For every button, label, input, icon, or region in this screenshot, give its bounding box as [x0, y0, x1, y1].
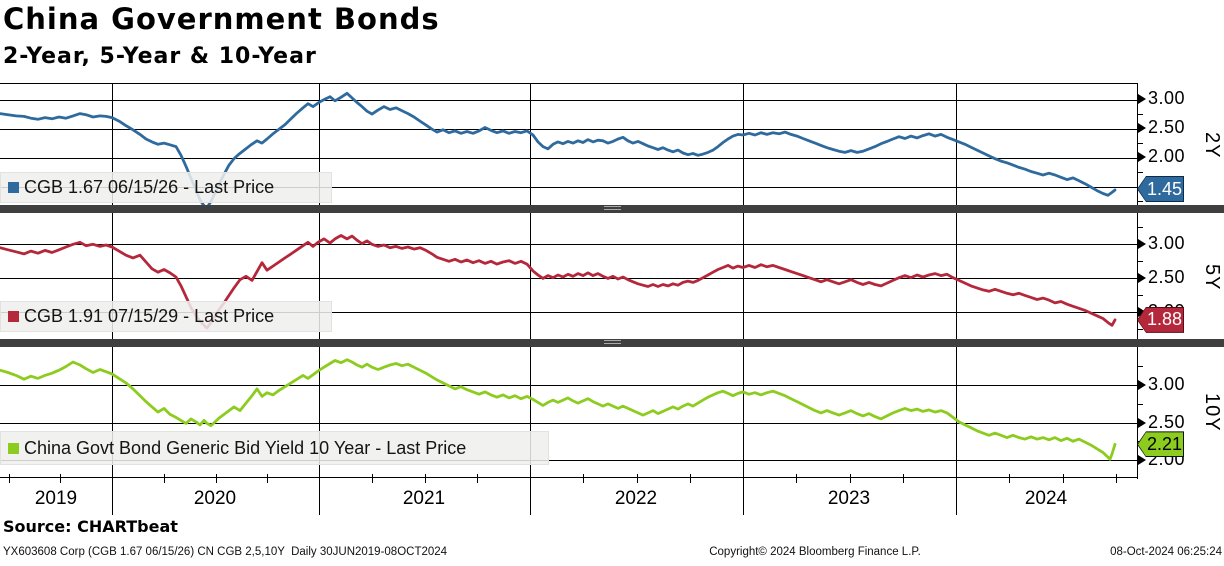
x-year-label: 2022: [614, 488, 658, 509]
panel-splitter[interactable]: [0, 339, 1224, 347]
terminal-info-text: YX603608 Corp (CGB 1.67 06/15/26) CN CGB…: [3, 546, 448, 558]
panel-splitter[interactable]: [0, 205, 1224, 213]
x-minor-tick: [164, 474, 165, 483]
legend-swatch-icon: [8, 182, 19, 193]
y-minor-tick: [1138, 366, 1143, 368]
x-axis: 2019 2020 2021 2022 2023 2024: [0, 474, 1224, 518]
last-price-badge-5y: 1.88: [1137, 306, 1184, 333]
x-minor-tick: [796, 474, 797, 483]
y-minor-tick: [1138, 260, 1143, 262]
panel-10y: China Govt Bond Generic Bid Yield 10 Yea…: [0, 347, 1137, 478]
x-year-label: 2019: [34, 488, 78, 509]
legend-5y: CGB 1.91 07/15/29 - Last Price: [0, 301, 332, 332]
y-minor-tick: [1138, 294, 1143, 296]
price-line-10y: [0, 358, 1117, 461]
legend-swatch-icon: [8, 311, 19, 322]
y-minor-tick: [1138, 200, 1143, 202]
y-major-tick-icon: [1138, 380, 1146, 391]
x-minor-tick: [372, 474, 373, 483]
y-major-tick-icon: [1138, 152, 1146, 163]
y-tick-label: 2.50: [1148, 266, 1186, 287]
splitter-grip-icon[interactable]: [604, 340, 621, 346]
year-separator-line: [743, 478, 744, 515]
legend-label: CGB 1.67 06/15/26 - Last Price: [24, 177, 275, 197]
x-minor-tick: [267, 474, 268, 483]
x-minor-tick: [477, 474, 478, 483]
axis-unit-label-10y: 10Y: [1201, 393, 1223, 432]
page-title: China Government Bonds: [3, 2, 440, 36]
x-minor-tick: [9, 474, 10, 483]
year-separator-line: [319, 478, 320, 515]
panel-5y: CGB 1.91 07/15/29 - Last Price: [0, 213, 1137, 341]
y-tick-label: 2.50: [1148, 411, 1186, 432]
x-minor-tick: [216, 474, 217, 483]
year-separator-line: [530, 478, 531, 515]
y-minor-tick: [1138, 403, 1143, 405]
y-minor-tick: [1138, 171, 1143, 173]
x-minor-tick: [903, 474, 904, 483]
y-minor-tick: [1138, 226, 1143, 228]
y-tick-label: 3.00: [1148, 88, 1186, 109]
last-price-badge-2y: 1.45: [1137, 176, 1184, 203]
y-tick-label: 2.00: [1148, 146, 1186, 167]
x-minor-tick: [60, 474, 61, 483]
y-minor-tick: [1138, 328, 1143, 330]
legend-10y: China Govt Bond Generic Bid Yield 10 Yea…: [0, 431, 549, 465]
legend-label: China Govt Bond Generic Bid Yield 10 Yea…: [24, 437, 467, 458]
x-year-label: 2020: [193, 488, 237, 509]
y-major-tick-icon: [1138, 455, 1146, 466]
timestamp-text: 08-Oct-2024 06:25:24: [1110, 546, 1222, 558]
y-major-tick-icon: [1138, 272, 1146, 283]
x-minor-tick: [850, 474, 851, 483]
last-price-value: 1.88: [1138, 307, 1183, 332]
y-major-tick-icon: [1138, 417, 1146, 428]
last-price-value: 2.21: [1138, 432, 1183, 457]
copyright-text: Copyright© 2024 Bloomberg Finance L.P.: [709, 546, 921, 558]
y-tick-label: 2.50: [1148, 117, 1186, 138]
axis-unit-label-2y: 2Y: [1201, 132, 1223, 159]
panel-plot-10y: [0, 347, 1137, 478]
axis-unit-label-5y: 5Y: [1201, 264, 1223, 291]
x-minor-tick: [425, 474, 426, 483]
y-tick-label: 3.00: [1148, 232, 1186, 253]
y-major-tick-icon: [1138, 94, 1146, 105]
x-year-label: 2023: [827, 488, 871, 509]
x-year-label: 2021: [402, 488, 446, 509]
y-minor-tick: [1138, 142, 1143, 144]
last-price-badge-10y: 2.21: [1137, 431, 1184, 458]
right-axis-line: [1137, 83, 1138, 479]
panel-2y: CGB 1.67 06/15/26 - Last Price: [0, 83, 1137, 208]
legend-swatch-icon: [8, 442, 19, 454]
x-minor-tick: [1009, 474, 1010, 483]
y-major-tick-icon: [1138, 238, 1146, 249]
source-attribution: Source: CHARTbeat: [3, 517, 178, 536]
y-major-tick-icon: [1138, 123, 1146, 134]
x-minor-tick: [637, 474, 638, 483]
x-year-label: 2024: [1024, 488, 1068, 509]
x-minor-tick: [690, 474, 691, 483]
x-minor-tick: [1063, 474, 1064, 483]
y-major-tick-icon: [1138, 306, 1146, 317]
year-separator-line: [112, 478, 113, 515]
splitter-grip-icon[interactable]: [604, 206, 621, 212]
y-minor-tick: [1138, 113, 1143, 115]
x-minor-tick: [1116, 474, 1117, 483]
legend-2y: CGB 1.67 06/15/26 - Last Price: [0, 172, 332, 203]
legend-label: CGB 1.91 07/15/29 - Last Price: [24, 306, 275, 326]
year-separator-line: [956, 478, 957, 515]
y-tick-label: 3.00: [1148, 374, 1186, 395]
x-minor-tick: [583, 474, 584, 483]
page-subtitle: 2-Year, 5-Year & 10-Year: [3, 44, 317, 69]
last-price-value: 1.45: [1138, 177, 1183, 202]
